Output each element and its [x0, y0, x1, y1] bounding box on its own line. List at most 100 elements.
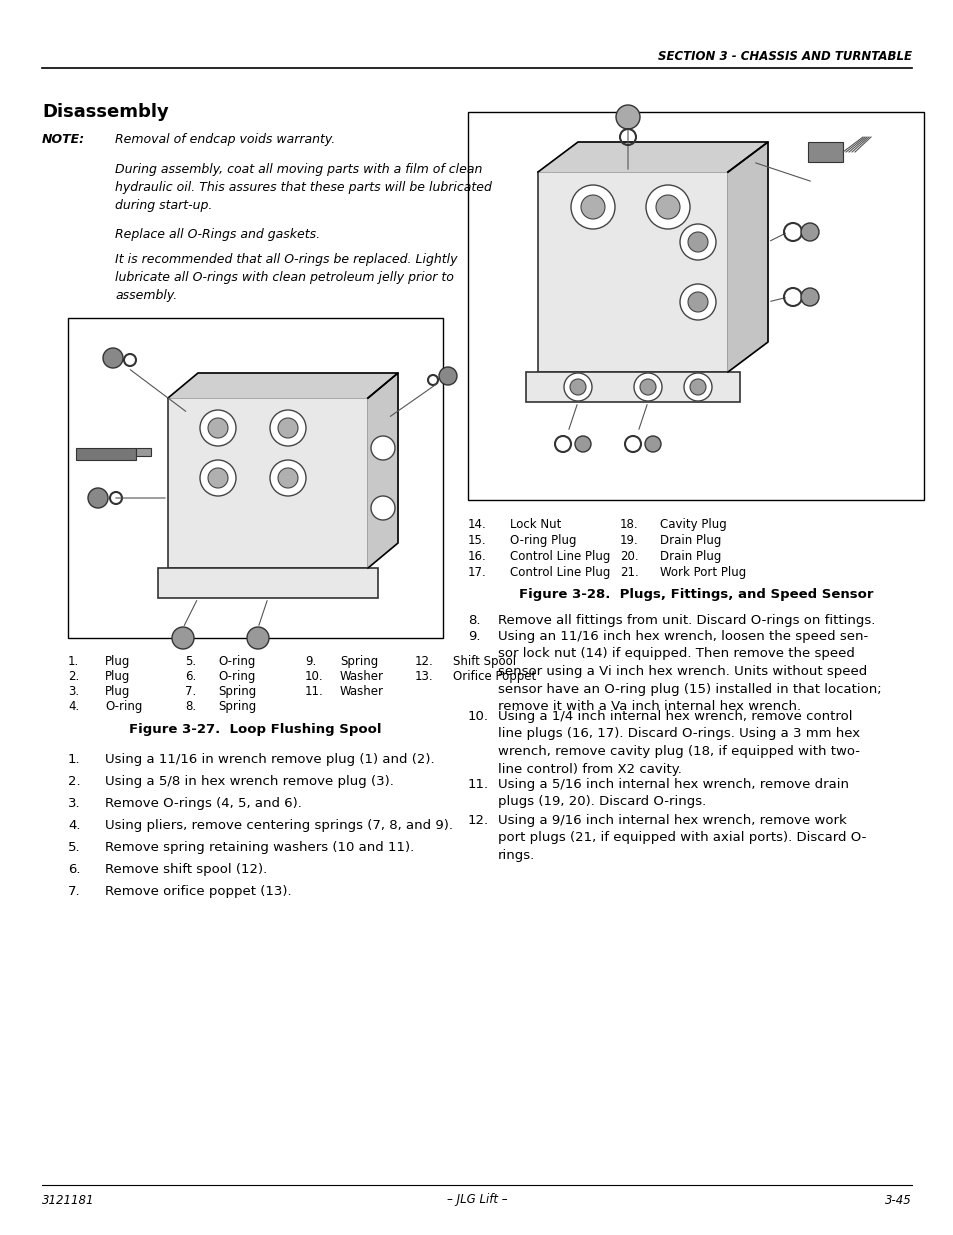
Bar: [468, 112, 923, 500]
Polygon shape: [368, 373, 397, 568]
Text: NOTE:: NOTE:: [42, 133, 85, 146]
Text: Spring: Spring: [218, 685, 256, 698]
Circle shape: [270, 410, 306, 446]
Text: 13.: 13.: [415, 671, 434, 683]
Text: 10.: 10.: [468, 710, 489, 722]
Bar: [136, 448, 151, 456]
Text: 19.: 19.: [619, 534, 639, 547]
Text: 8.: 8.: [185, 700, 196, 713]
Text: 9.: 9.: [305, 655, 315, 668]
Text: 8.: 8.: [468, 614, 480, 627]
Text: Remove O-rings (4, 5, and 6).: Remove O-rings (4, 5, and 6).: [105, 797, 301, 810]
Text: Using a 9/16 inch internal hex wrench, remove work
port plugs (21, if equipped w: Using a 9/16 inch internal hex wrench, r…: [497, 814, 865, 862]
Circle shape: [208, 468, 228, 488]
Circle shape: [656, 195, 679, 219]
Text: 2.: 2.: [68, 776, 81, 788]
Bar: [168, 398, 368, 568]
Text: 18.: 18.: [619, 517, 638, 531]
Circle shape: [569, 379, 585, 395]
Circle shape: [575, 436, 590, 452]
Text: Disassembly: Disassembly: [42, 103, 169, 121]
Circle shape: [687, 232, 707, 252]
Text: Remove orifice poppet (13).: Remove orifice poppet (13).: [105, 885, 292, 898]
Text: 1.: 1.: [68, 655, 79, 668]
Circle shape: [247, 627, 269, 650]
Text: Washer: Washer: [339, 671, 384, 683]
Circle shape: [801, 224, 818, 241]
Text: 6.: 6.: [185, 671, 196, 683]
Text: Shift Spool: Shift Spool: [453, 655, 516, 668]
Bar: [158, 568, 377, 598]
Circle shape: [277, 417, 297, 438]
Circle shape: [634, 373, 661, 401]
Circle shape: [277, 468, 297, 488]
Text: SECTION 3 - CHASSIS AND TURNTABLE: SECTION 3 - CHASSIS AND TURNTABLE: [658, 49, 911, 63]
Text: 10.: 10.: [305, 671, 323, 683]
Text: O-ring: O-ring: [218, 655, 255, 668]
Circle shape: [571, 185, 615, 228]
Text: 7.: 7.: [68, 885, 81, 898]
Text: O-ring: O-ring: [105, 700, 142, 713]
Text: Using a 11/16 in wrench remove plug (1) and (2).: Using a 11/16 in wrench remove plug (1) …: [105, 753, 435, 766]
Circle shape: [679, 284, 716, 320]
Text: 6.: 6.: [68, 863, 80, 876]
Text: It is recommended that all O-rings be replaced. Lightly
lubricate all O-rings wi: It is recommended that all O-rings be re…: [115, 253, 457, 303]
Circle shape: [172, 627, 193, 650]
Text: 1.: 1.: [68, 753, 81, 766]
Text: 16.: 16.: [468, 550, 486, 563]
Text: During assembly, coat all moving parts with a film of clean
hydraulic oil. This : During assembly, coat all moving parts w…: [115, 163, 492, 212]
Text: Drain Plug: Drain Plug: [659, 550, 720, 563]
Circle shape: [689, 379, 705, 395]
Text: Using pliers, remove centering springs (7, 8, and 9).: Using pliers, remove centering springs (…: [105, 819, 453, 832]
Circle shape: [683, 373, 711, 401]
Circle shape: [563, 373, 592, 401]
Text: Spring: Spring: [218, 700, 256, 713]
Bar: [807, 142, 842, 162]
Text: Control Line Plug: Control Line Plug: [510, 566, 610, 579]
Text: Lock Nut: Lock Nut: [510, 517, 560, 531]
Text: Using a 1/4 inch internal hex wrench, remove control
line plugs (16, 17). Discar: Using a 1/4 inch internal hex wrench, re…: [497, 710, 860, 776]
Circle shape: [371, 436, 395, 459]
Text: 11.: 11.: [468, 778, 489, 790]
Text: Orifice Poppet: Orifice Poppet: [453, 671, 536, 683]
Text: 4.: 4.: [68, 700, 79, 713]
Bar: [537, 172, 727, 372]
Circle shape: [438, 367, 456, 385]
Circle shape: [270, 459, 306, 496]
Text: – JLG Lift –: – JLG Lift –: [446, 1193, 507, 1207]
Text: 15.: 15.: [468, 534, 486, 547]
Text: Plug: Plug: [105, 655, 131, 668]
Text: Plug: Plug: [105, 671, 131, 683]
Text: Work Port Plug: Work Port Plug: [659, 566, 745, 579]
Text: 9.: 9.: [468, 630, 480, 643]
Text: 20.: 20.: [619, 550, 638, 563]
Text: 14.: 14.: [468, 517, 486, 531]
Text: O-ring Plug: O-ring Plug: [510, 534, 576, 547]
Text: Remove spring retaining washers (10 and 11).: Remove spring retaining washers (10 and …: [105, 841, 414, 853]
Polygon shape: [537, 142, 767, 172]
Text: Spring: Spring: [339, 655, 377, 668]
Circle shape: [616, 105, 639, 128]
Text: 11.: 11.: [305, 685, 323, 698]
Circle shape: [200, 410, 235, 446]
Text: Drain Plug: Drain Plug: [659, 534, 720, 547]
Text: Figure 3-27.  Loop Flushing Spool: Figure 3-27. Loop Flushing Spool: [129, 722, 381, 736]
Circle shape: [687, 291, 707, 312]
Text: Figure 3-28.  Plugs, Fittings, and Speed Sensor: Figure 3-28. Plugs, Fittings, and Speed …: [518, 588, 872, 601]
Circle shape: [208, 417, 228, 438]
Text: Remove all fittings from unit. Discard O-rings on fittings.: Remove all fittings from unit. Discard O…: [497, 614, 875, 627]
Circle shape: [103, 348, 123, 368]
Text: Replace all O-Rings and gaskets.: Replace all O-Rings and gaskets.: [115, 228, 320, 241]
Text: Removal of endcap voids warranty.: Removal of endcap voids warranty.: [115, 133, 335, 146]
Text: 5.: 5.: [68, 841, 81, 853]
Text: 12.: 12.: [468, 814, 489, 827]
Text: 3121181: 3121181: [42, 1193, 94, 1207]
Circle shape: [644, 436, 660, 452]
Text: 4.: 4.: [68, 819, 80, 832]
Bar: [68, 317, 442, 638]
Circle shape: [580, 195, 604, 219]
Circle shape: [801, 288, 818, 306]
Circle shape: [679, 224, 716, 261]
Text: Using a 5/8 in hex wrench remove plug (3).: Using a 5/8 in hex wrench remove plug (3…: [105, 776, 394, 788]
Circle shape: [88, 488, 108, 508]
